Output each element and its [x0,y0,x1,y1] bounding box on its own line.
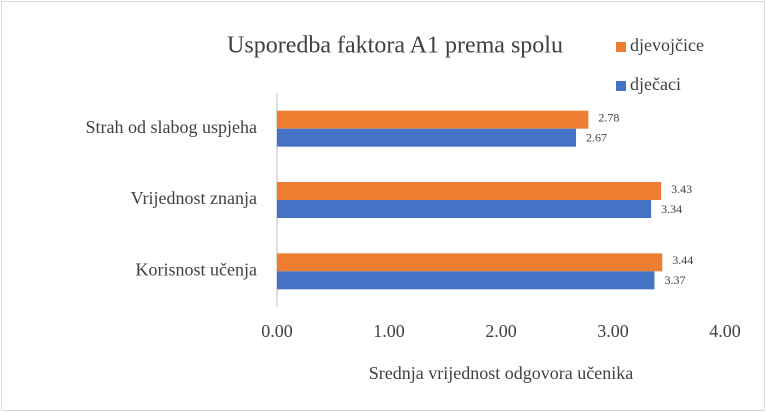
legend-label: dječaci [630,74,681,94]
data-label: 3.44 [672,253,693,267]
data-label: 2.78 [598,110,619,124]
legend-swatch [616,81,626,91]
x-tick-label: 4.00 [709,321,741,341]
data-label: 2.67 [586,130,607,144]
bar [277,200,652,218]
x-axis-label: Srednja vrijednost odgovora učenika [369,363,633,383]
bar [277,253,663,272]
bar [277,182,662,200]
data-label: 3.37 [664,273,685,287]
data-label: 3.43 [671,182,692,196]
legend-label: djevojčice [630,35,704,55]
x-tick-label: 0.00 [261,321,293,341]
bar [277,110,589,129]
y-tick-label: Vrijednost znanja [131,188,257,208]
data-label: 3.34 [661,202,682,216]
bar [277,271,655,290]
x-tick-label: 1.00 [373,321,405,341]
chart-title: Usporedba faktora A1 prema spolu [227,33,563,59]
x-tick-label: 3.00 [597,321,629,341]
bar [277,128,577,147]
y-tick-label: Korisnost učenja [136,259,257,279]
legend-swatch [616,42,626,52]
x-tick-label: 2.00 [485,321,517,341]
y-tick-label: Strah od slabog uspjeha [86,117,257,137]
